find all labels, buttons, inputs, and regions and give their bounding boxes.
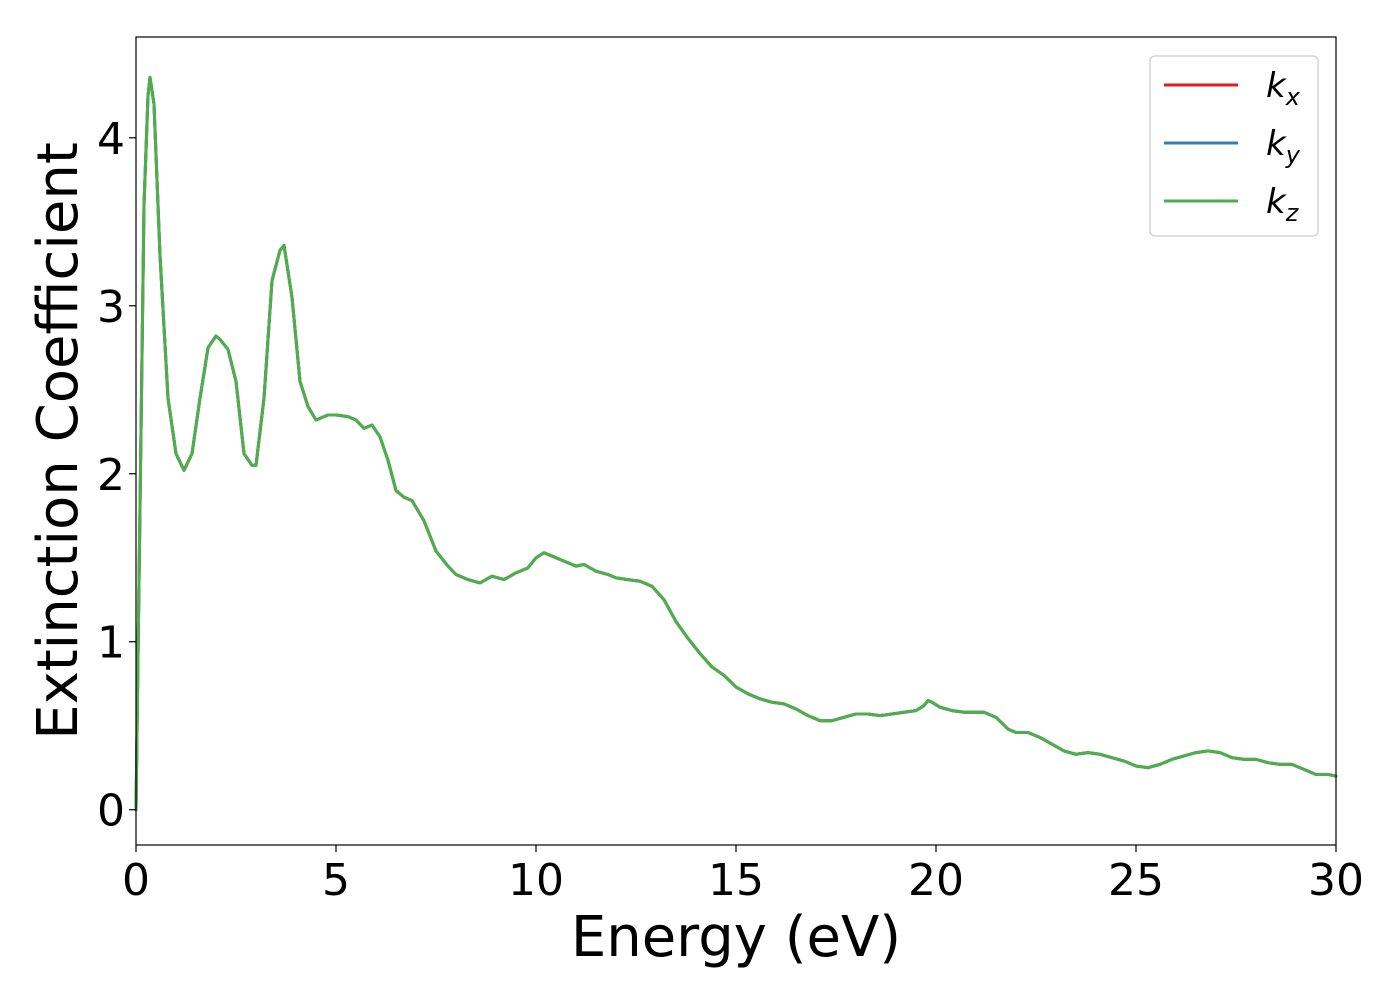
x-tick-label: 15: [708, 855, 764, 906]
y-tick-label: 4: [97, 114, 125, 165]
legend: kx ky kz: [1149, 55, 1319, 237]
x-axis-label: Energy (eV): [571, 905, 901, 970]
series-layer: [134, 75, 1338, 812]
legend-label-ky: ky: [1266, 124, 1301, 169]
y-tick-label: 1: [97, 618, 125, 669]
x-tick-label: 10: [508, 855, 564, 906]
x-tick-label: 0: [122, 855, 150, 906]
legend-items: kx ky kz: [1164, 66, 1301, 227]
legend-box: [1149, 55, 1319, 237]
legend-label-kz: kz: [1266, 182, 1300, 227]
y-tick-label: 3: [97, 282, 125, 333]
x-tick-label: 25: [1108, 855, 1164, 906]
x-tick-label: 30: [1308, 855, 1364, 906]
legend-label-kx: kx: [1266, 66, 1301, 111]
y-tick-label: 0: [97, 786, 125, 837]
x-tick-label: 20: [908, 855, 964, 906]
y-tick-label: 2: [97, 450, 125, 501]
y-axis-label: Extinction Coefficient: [26, 142, 91, 740]
series-line-kz: [134, 75, 1338, 812]
axis-ticks: 0 5 10 15 20 25 30 0 1 2 3 4: [97, 114, 1364, 906]
x-tick-label: 5: [322, 855, 350, 906]
